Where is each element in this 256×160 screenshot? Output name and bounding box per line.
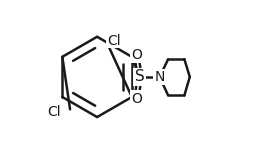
Text: Cl: Cl — [47, 105, 61, 119]
Text: S: S — [135, 69, 144, 84]
Text: O: O — [131, 92, 142, 106]
Text: O: O — [131, 48, 142, 62]
Text: Cl: Cl — [107, 34, 121, 48]
Text: N: N — [154, 70, 165, 84]
